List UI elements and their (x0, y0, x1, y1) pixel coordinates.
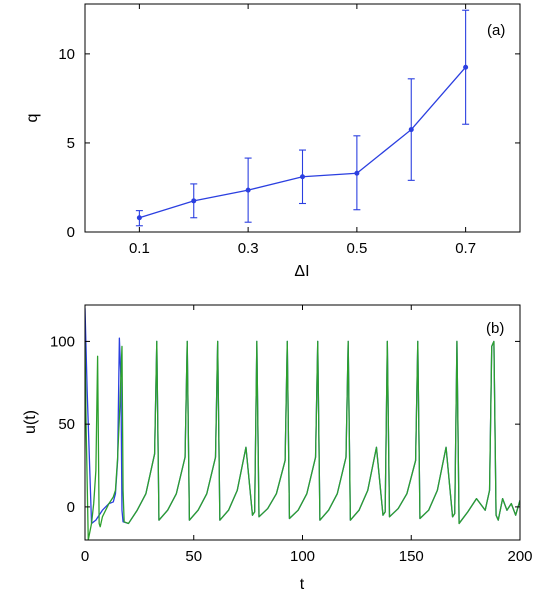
panel-b-ytick-label: 0 (67, 499, 75, 516)
panel-a-frame (84, 3, 521, 233)
data-point (245, 187, 251, 193)
data-point (136, 215, 142, 221)
data-point (463, 64, 469, 70)
panel-a-xtick-label: 0.5 (346, 240, 367, 257)
panel-a-ytick-label: 5 (67, 135, 75, 152)
panel-b-tag: (b) (486, 320, 504, 337)
panel-a: 0.1 0.3 0.5 0.7 0 5 10 (a) ΔI q (24, 3, 521, 280)
panel-b-ylabel: u(t) (22, 410, 39, 434)
panel-a-xtick-label: 0.7 (455, 240, 476, 257)
panel-b-ytick-label: 100 (50, 333, 75, 350)
panel-a-ylabel: q (24, 114, 41, 123)
panel-b-xtick-label: 200 (507, 548, 532, 565)
data-point (408, 127, 414, 133)
data-point (354, 170, 360, 176)
panel-b-marks (85, 308, 520, 540)
panel-b-ticks: 0 50 100 150 200 0 50 100 (50, 305, 533, 565)
panel-b-xtick-label: 50 (185, 548, 202, 565)
panel-a-ytick-label: 0 (67, 224, 75, 241)
data-point (300, 174, 305, 180)
panel-a-ytick-label: 10 (58, 46, 75, 63)
panel-b: 0 50 100 150 200 0 50 100 (b) t u(t) (22, 304, 533, 593)
panel-a-xtick-label: 0.3 (238, 240, 259, 257)
panel-a-tag: (a) (487, 22, 505, 39)
panel-a-ticks: 0.1 0.3 0.5 0.7 0 5 10 (58, 4, 520, 257)
data-point (191, 198, 197, 204)
panel-b-xtick-label: 0 (81, 548, 89, 565)
panel-b-xtick-label: 150 (399, 548, 424, 565)
panel-b-xlabel: t (300, 576, 305, 593)
panel-a-xlabel: ΔI (294, 263, 309, 280)
panel-a-marks (135, 9, 470, 227)
trace-green (85, 340, 520, 540)
panel-a-xtick-label: 0.1 (129, 240, 150, 257)
panel-b-xtick-label: 100 (290, 548, 315, 565)
panel-b-ytick-label: 50 (58, 416, 75, 433)
